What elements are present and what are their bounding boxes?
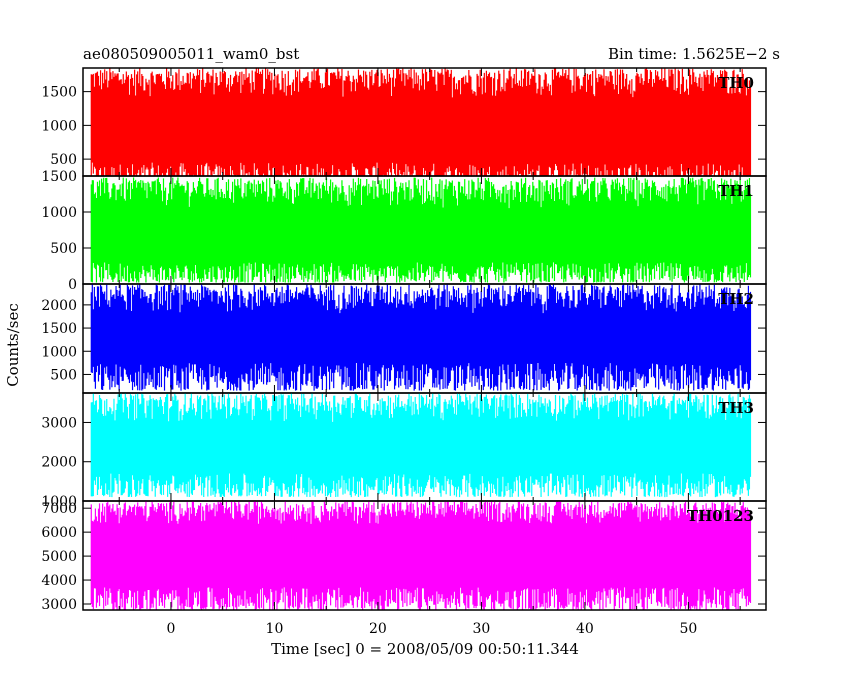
panel-label-th1: TH1	[718, 182, 754, 200]
panel-label-th3: TH3	[718, 399, 754, 417]
y-tick-label: 1000	[41, 494, 77, 510]
y-axis-label: Counts/sec	[4, 303, 22, 387]
series-th0	[90, 68, 752, 176]
chart-title: ae080509005011_wam0_bst	[83, 45, 299, 63]
panel-label-th0123: TH0123	[687, 507, 754, 525]
y-tick-label: 2000	[41, 298, 77, 314]
x-tick-label: 40	[576, 621, 594, 637]
y-tick-label: 3000	[41, 415, 77, 431]
y-tick-label: 5000	[41, 549, 77, 565]
y-tick-label: 4000	[41, 573, 77, 589]
series-th1	[90, 177, 752, 283]
x-tick-label: 50	[679, 621, 697, 637]
y-tick-label: 500	[50, 241, 77, 257]
y-tick-label: 6000	[41, 525, 77, 541]
x-tick-label: 30	[473, 621, 491, 637]
y-tick-label: 1000	[41, 118, 77, 134]
x-tick-label: 10	[266, 621, 284, 637]
y-tick-label: 3000	[41, 597, 77, 613]
panel-label-th2: TH2	[718, 290, 754, 308]
series-th2	[90, 284, 752, 391]
y-tick-label: 1500	[41, 169, 77, 185]
x-axis-label: Time [sec] 0 = 2008/05/09 00:50:11.344	[271, 640, 579, 658]
panel-label-th0: TH0	[718, 74, 754, 92]
x-tick-label: 0	[167, 621, 176, 637]
panel-frame-th0123	[82, 500, 767, 611]
y-tick-label: 0	[68, 277, 77, 293]
y-tick-label: 2000	[41, 455, 77, 471]
y-tick-label: 1000	[41, 344, 77, 360]
x-tick-label: 20	[369, 621, 387, 637]
bin-time-label: Bin time: 1.5625E−2 s	[608, 45, 780, 63]
y-tick-label: 1500	[41, 321, 77, 337]
series-th0123	[90, 501, 752, 610]
y-tick-label: 1000	[41, 205, 77, 221]
y-tick-label: 1500	[41, 85, 77, 101]
y-tick-label: 500	[50, 152, 77, 168]
y-tick-label: 500	[50, 367, 77, 383]
y-tick-label: 7000	[41, 501, 77, 517]
series-th3	[90, 393, 752, 498]
panels-group: 50010001500TH0050010001500TH150010001500…	[41, 67, 767, 637]
